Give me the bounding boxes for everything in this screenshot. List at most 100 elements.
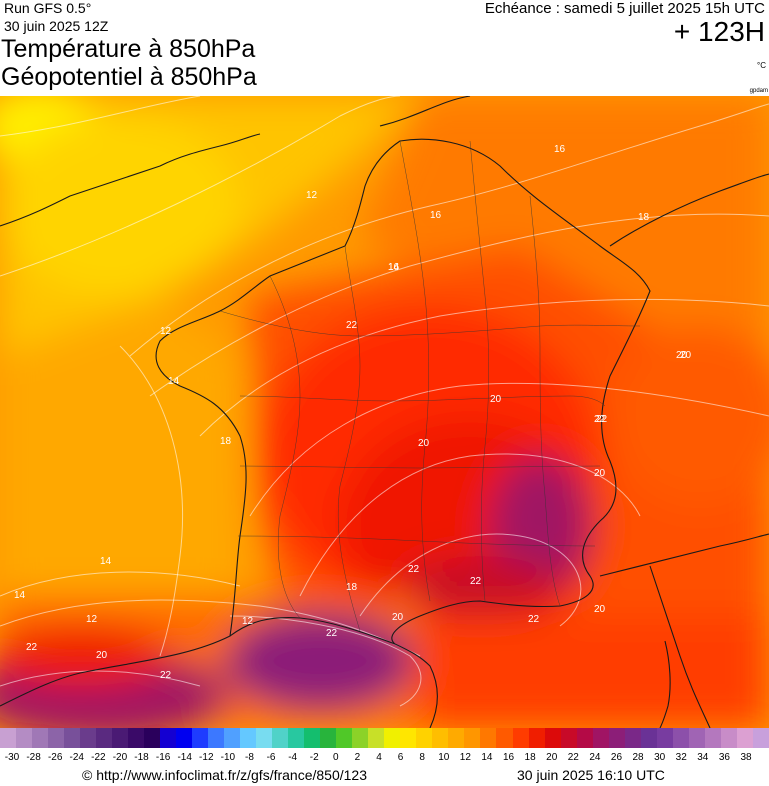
brand-mark: gpdam xyxy=(749,88,768,94)
color-scale-swatch xyxy=(720,728,737,748)
color-scale-swatch xyxy=(672,728,689,748)
isotherm-label: 22 xyxy=(160,670,172,681)
color-scale-tick: 34 xyxy=(697,752,709,763)
isotherm-label: 22 xyxy=(470,576,482,587)
map-title-geopotential: Géopotentiel à 850hPa xyxy=(1,63,257,91)
isotherm-label: 22 xyxy=(596,414,608,425)
color-scale-swatch xyxy=(640,728,657,748)
color-scale-tick: -2 xyxy=(309,752,319,763)
isotherm-label: 22 xyxy=(408,564,420,575)
isotherm-label: 16 xyxy=(388,262,400,273)
isotherm-label: 12 xyxy=(86,614,98,625)
isotherm-label: 18 xyxy=(346,582,358,593)
isotherm-label: 22 xyxy=(26,642,38,653)
isotherm-label: 22 xyxy=(594,414,606,425)
generation-time: 30 juin 2025 16:10 UTC xyxy=(517,767,665,783)
color-scale-ticks: -30 -28 -26 -24 -22 -20 -18 -16 -14 -12 -10 -8 -6 -4-… xyxy=(0,752,769,766)
color-scale-tick: -26 xyxy=(47,752,63,763)
color-scale-swatch xyxy=(240,728,257,748)
color-scale-tick: 8 xyxy=(419,752,425,763)
color-scale-swatch xyxy=(208,728,225,748)
credit-link[interactable]: © http://www.infoclimat.fr/z/gfs/france/… xyxy=(82,767,367,783)
color-scale-swatch xyxy=(304,728,321,748)
color-scale-swatch xyxy=(384,728,401,748)
color-scale-tick: -12 xyxy=(199,752,214,763)
color-scale-tick: 10 xyxy=(438,752,450,763)
color-scale-swatch xyxy=(464,728,481,748)
color-scale-swatch xyxy=(656,728,673,748)
color-scale-tick: 22 xyxy=(567,752,579,763)
color-scale-tick: 18 xyxy=(524,752,536,763)
color-scale-swatch xyxy=(224,728,241,748)
isotherm-label: 14 xyxy=(100,556,112,567)
color-scale-swatch xyxy=(480,728,497,748)
color-scale-tick: -20 xyxy=(112,752,128,763)
color-scale-swatch xyxy=(544,728,561,748)
isotherm-label: 20 xyxy=(392,612,404,623)
color-scale-swatch xyxy=(288,728,305,748)
color-scale-tick: 38 xyxy=(740,752,752,763)
color-scale-tick: -8 xyxy=(245,752,254,763)
color-scale-swatch xyxy=(576,728,593,748)
isotherm-label: 14 xyxy=(14,590,26,601)
color-scale-swatch xyxy=(400,728,417,748)
color-scale-tick: 20 xyxy=(546,752,558,763)
color-scale-swatch xyxy=(624,728,641,748)
color-scale-swatch xyxy=(592,728,609,748)
color-scale-swatch xyxy=(608,728,625,748)
color-scale-swatch xyxy=(176,728,193,748)
color-scale-tick: 4 xyxy=(376,752,382,763)
unit-label: °C xyxy=(757,61,766,70)
color-scale-swatch xyxy=(80,728,97,748)
run-date: 30 juin 2025 12Z xyxy=(4,18,109,34)
color-scale-swatch xyxy=(128,728,145,748)
isotherm-label: 20 xyxy=(594,604,606,615)
color-scale-tick: -4 xyxy=(288,752,298,763)
color-scale-swatch xyxy=(752,728,769,748)
isotherm-label: 12 xyxy=(160,326,172,337)
color-scale-tick: 2 xyxy=(354,752,361,763)
isotherm-label: 20 xyxy=(490,394,502,405)
isotherm-label: 20 xyxy=(594,468,606,479)
color-scale-tick: -24 xyxy=(69,752,84,763)
isotherm-label: 22 xyxy=(528,614,540,625)
color-scale-swatch xyxy=(688,728,705,748)
isotherm-label: 20 xyxy=(418,438,430,449)
coastlines xyxy=(0,96,769,728)
color-scale-swatch xyxy=(416,728,433,748)
isotherm-label: 18 xyxy=(638,212,650,223)
color-scale-tick: 32 xyxy=(675,752,687,763)
color-scale-tick: 14 xyxy=(481,752,493,763)
valid-time: Echéance : samedi 5 juillet 2025 15h UTC xyxy=(484,0,765,17)
isotherm-label: 20 xyxy=(680,350,692,361)
color-scale-tick: -14 xyxy=(177,752,192,763)
isotherm-label: 18 xyxy=(220,436,232,447)
temperature-map[interactable]: 12 14 16 18 20 22 12 14 16 18 20 22 12 1… xyxy=(0,96,769,728)
color-scale-swatch xyxy=(368,728,385,748)
color-scale-tick: -30 xyxy=(4,752,20,763)
color-scale-tick: -6 xyxy=(266,752,276,763)
color-scale-swatch xyxy=(256,728,273,748)
department-borders xyxy=(219,140,641,632)
color-scale-tick: 16 xyxy=(502,752,515,763)
color-scale-tick: 36 xyxy=(718,752,730,763)
color-scale-swatch xyxy=(160,728,177,748)
isotherm-label: 12 xyxy=(306,190,318,201)
isotherm-label: 16 xyxy=(430,210,442,221)
color-scale-tick: -16 xyxy=(155,752,171,763)
color-scale-swatch xyxy=(448,728,465,748)
color-scale-swatch xyxy=(320,728,337,748)
color-scale-swatch xyxy=(336,728,353,748)
color-scale-swatch xyxy=(64,728,81,748)
color-scale-swatch xyxy=(496,728,513,748)
isotherm-lines xyxy=(0,96,769,707)
isotherm-label: 20 xyxy=(676,350,688,361)
isotherm-labels: 12 14 16 18 20 22 12 14 16 18 20 22 12 1… xyxy=(14,144,692,681)
run-label: Run GFS 0.5° xyxy=(4,0,92,16)
isotherm-label: 22 xyxy=(346,320,358,331)
color-scale-swatch xyxy=(32,728,49,748)
color-scale-swatch xyxy=(432,728,449,748)
color-scale xyxy=(0,728,769,748)
isotherm-label: 22 xyxy=(326,628,338,639)
color-scale-swatch xyxy=(512,728,529,748)
